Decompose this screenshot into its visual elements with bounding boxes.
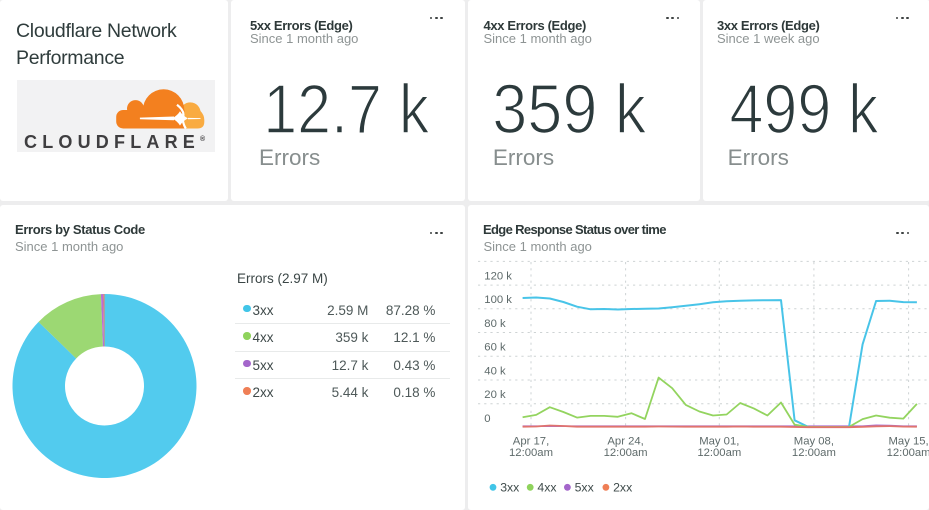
svg-text:499 k: 499 k [730, 71, 880, 149]
svg-text:3xx: 3xx [500, 481, 520, 495]
svg-text:120 k: 120 k [484, 271, 512, 283]
svg-text:12:00am: 12:00am [509, 447, 553, 459]
svg-text:May 08,: May 08, [794, 436, 834, 448]
svg-text:2xx: 2xx [613, 481, 633, 495]
svg-text:May 01,: May 01, [699, 436, 739, 448]
svg-text:12:00am: 12:00am [604, 447, 648, 459]
svg-text:12:00am: 12:00am [792, 447, 836, 459]
svg-text:0: 0 [484, 413, 490, 425]
svg-text:12.7 k: 12.7 k [263, 71, 429, 149]
svg-text:12:00am: 12:00am [887, 447, 929, 459]
svg-text:May 15,: May 15, [889, 436, 929, 448]
svg-text:5xx: 5xx [575, 481, 595, 495]
svg-text:40 k: 40 k [484, 365, 506, 377]
svg-text:Apr 17,: Apr 17, [513, 436, 549, 448]
svg-text:12:00am: 12:00am [697, 447, 741, 459]
svg-text:Apr 24,: Apr 24, [607, 436, 643, 448]
svg-text:359 k: 359 k [492, 71, 647, 148]
svg-text:60 k: 60 k [484, 342, 506, 354]
svg-text:100 k: 100 k [484, 294, 512, 306]
svg-text:4xx: 4xx [537, 481, 557, 495]
svg-text:20 k: 20 k [484, 389, 506, 401]
svg-text:80 k: 80 k [484, 318, 506, 330]
